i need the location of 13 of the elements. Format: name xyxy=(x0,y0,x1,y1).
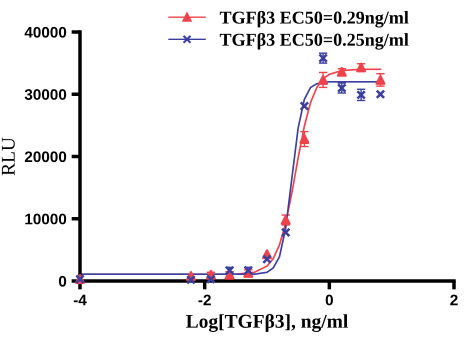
y-tick-label: 30000 xyxy=(24,89,66,100)
x-tick-label: -4 xyxy=(74,294,87,306)
x-tick-label: 0 xyxy=(326,294,333,306)
x-tick-label: 2 xyxy=(450,294,458,306)
x-axis-title: Log[TGFβ3], ng/ml xyxy=(186,314,348,332)
legend-label: TGFβ3 EC50=0.29ng/ml xyxy=(220,10,409,28)
y-tick-label: 0 xyxy=(58,276,66,287)
x-tick-label: -2 xyxy=(198,294,211,306)
y-axis-title: RLU xyxy=(2,137,15,176)
y-tick-label: 10000 xyxy=(25,214,66,224)
legend-label: TGFβ3 EC50=0.25ng/ml xyxy=(220,32,409,50)
y-tick-label: 20000 xyxy=(24,151,66,162)
y-tick-label: 40000 xyxy=(24,26,66,38)
